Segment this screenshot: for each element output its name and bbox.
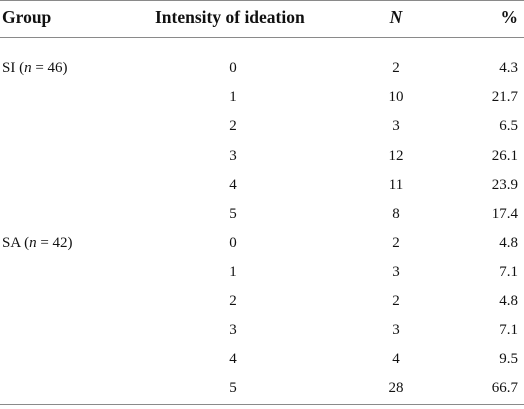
percent-cell: 26.1 <box>491 148 518 164</box>
n-cell: 12 <box>388 148 404 164</box>
percent-cell: 66.7 <box>491 380 518 396</box>
table-row: SI (n = 46) 0 2 4.3 <box>0 55 524 82</box>
percent-cell: 7.1 <box>499 322 518 338</box>
intensity-cell: 0 <box>229 235 237 251</box>
table-header-row: Group Intensity of ideation N % <box>0 2 524 32</box>
table-row: 4 11 23.9 <box>0 172 524 199</box>
n-cell: 8 <box>392 206 400 222</box>
percent-cell: 4.3 <box>499 60 518 76</box>
table-row: 2 3 6.5 <box>0 113 524 140</box>
header-group: Group <box>2 7 52 27</box>
intensity-cell: 3 <box>229 322 237 338</box>
n-cell: 28 <box>388 380 404 396</box>
percent-cell: 23.9 <box>491 177 518 193</box>
percent-cell: 6.5 <box>499 118 518 134</box>
intensity-cell: 2 <box>229 118 237 134</box>
intensity-cell: 5 <box>229 380 237 396</box>
table-top-rule <box>0 0 524 1</box>
table-row: SA (n = 42) 0 2 4.8 <box>0 230 524 257</box>
header-intensity: Intensity of ideation <box>155 7 305 27</box>
percent-cell: 21.7 <box>491 89 518 105</box>
table-row: 5 28 66.7 <box>0 375 524 402</box>
header-percent: % <box>500 7 519 27</box>
table-bottom-rule <box>0 404 524 405</box>
percent-cell: 4.8 <box>499 235 518 251</box>
table-row: 5 8 17.4 <box>0 201 524 228</box>
header-n: N <box>389 7 403 27</box>
intensity-cell: 4 <box>229 351 237 367</box>
table-row: 4 4 9.5 <box>0 346 524 373</box>
n-cell: 2 <box>392 235 400 251</box>
intensity-cell: 5 <box>229 206 237 222</box>
n-cell: 2 <box>392 293 400 309</box>
intensity-cell: 3 <box>229 148 237 164</box>
table-row: 3 12 26.1 <box>0 143 524 170</box>
n-cell: 4 <box>392 351 400 367</box>
percent-cell: 9.5 <box>499 351 518 367</box>
intensity-cell: 4 <box>229 177 237 193</box>
table-row: 2 2 4.8 <box>0 288 524 315</box>
intensity-cell: 1 <box>229 264 237 280</box>
intensity-cell: 1 <box>229 89 237 105</box>
n-cell: 2 <box>392 60 400 76</box>
n-cell: 3 <box>392 322 400 338</box>
table-row: 1 10 21.7 <box>0 84 524 111</box>
group-label: SA (n = 42) <box>2 235 73 251</box>
n-cell: 10 <box>388 89 404 105</box>
n-cell: 3 <box>392 118 400 134</box>
table-header-rule <box>0 37 524 38</box>
percent-cell: 17.4 <box>491 206 518 222</box>
percent-cell: 7.1 <box>499 264 518 280</box>
n-cell: 3 <box>392 264 400 280</box>
table-row: 1 3 7.1 <box>0 259 524 286</box>
intensity-cell: 2 <box>229 293 237 309</box>
percent-cell: 4.8 <box>499 293 518 309</box>
group-label: SI (n = 46) <box>2 60 68 76</box>
n-cell: 11 <box>388 177 404 193</box>
table-row: 3 3 7.1 <box>0 317 524 344</box>
intensity-cell: 0 <box>229 60 237 76</box>
